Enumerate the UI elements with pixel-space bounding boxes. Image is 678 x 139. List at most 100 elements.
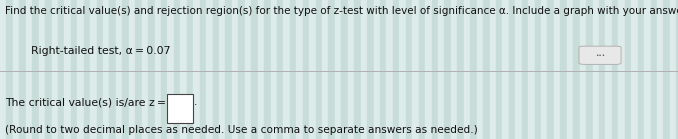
Bar bbox=[625, 0, 631, 139]
Bar bbox=[186, 0, 193, 139]
Bar bbox=[431, 0, 438, 139]
Bar bbox=[180, 0, 186, 139]
Bar bbox=[599, 0, 605, 139]
Bar bbox=[548, 0, 554, 139]
Bar bbox=[637, 0, 644, 139]
Bar bbox=[618, 0, 624, 139]
Bar bbox=[644, 0, 651, 139]
Bar bbox=[161, 0, 167, 139]
Bar bbox=[315, 0, 322, 139]
Bar bbox=[309, 0, 315, 139]
Bar bbox=[271, 0, 277, 139]
Bar bbox=[457, 0, 464, 139]
Bar bbox=[206, 0, 213, 139]
Bar bbox=[574, 0, 580, 139]
Text: (Round to two decimal places as needed. Use a comma to separate answers as neede: (Round to two decimal places as needed. … bbox=[5, 125, 478, 135]
Bar bbox=[367, 0, 374, 139]
Bar bbox=[110, 0, 116, 139]
Bar bbox=[471, 0, 477, 139]
Bar bbox=[45, 0, 52, 139]
Bar bbox=[322, 0, 329, 139]
Bar bbox=[290, 0, 296, 139]
Text: .: . bbox=[194, 97, 197, 107]
Bar bbox=[303, 0, 309, 139]
Bar bbox=[122, 0, 129, 139]
Bar bbox=[580, 0, 586, 139]
Bar bbox=[283, 0, 290, 139]
Bar bbox=[213, 0, 219, 139]
Bar bbox=[567, 0, 574, 139]
Bar bbox=[52, 0, 58, 139]
Bar bbox=[354, 0, 361, 139]
Bar bbox=[232, 0, 239, 139]
Bar bbox=[174, 0, 180, 139]
Bar bbox=[534, 0, 541, 139]
Bar bbox=[219, 0, 225, 139]
Bar bbox=[522, 0, 528, 139]
Bar bbox=[361, 0, 367, 139]
Bar bbox=[142, 0, 148, 139]
Bar bbox=[438, 0, 445, 139]
Bar bbox=[167, 0, 174, 139]
Bar bbox=[58, 0, 64, 139]
Bar bbox=[425, 0, 431, 139]
Bar bbox=[239, 0, 245, 139]
Bar bbox=[19, 0, 26, 139]
Text: •••: ••• bbox=[595, 53, 605, 58]
Bar bbox=[657, 0, 663, 139]
Bar bbox=[477, 0, 483, 139]
FancyBboxPatch shape bbox=[167, 94, 193, 123]
Bar bbox=[670, 0, 676, 139]
Bar bbox=[541, 0, 548, 139]
Bar bbox=[193, 0, 199, 139]
Bar bbox=[496, 0, 502, 139]
Bar bbox=[71, 0, 77, 139]
Bar bbox=[676, 0, 678, 139]
Bar bbox=[32, 0, 39, 139]
Bar bbox=[328, 0, 335, 139]
Bar bbox=[374, 0, 380, 139]
Bar bbox=[412, 0, 418, 139]
Bar bbox=[418, 0, 425, 139]
Bar bbox=[612, 0, 618, 139]
Bar bbox=[96, 0, 103, 139]
Bar bbox=[663, 0, 670, 139]
Bar bbox=[451, 0, 457, 139]
Bar bbox=[245, 0, 251, 139]
Bar bbox=[490, 0, 496, 139]
Bar bbox=[251, 0, 258, 139]
Bar bbox=[129, 0, 135, 139]
Bar bbox=[258, 0, 264, 139]
Bar bbox=[135, 0, 142, 139]
Bar bbox=[335, 0, 341, 139]
Bar bbox=[528, 0, 534, 139]
Bar bbox=[7, 0, 13, 139]
Bar bbox=[348, 0, 354, 139]
Bar bbox=[651, 0, 657, 139]
Bar bbox=[103, 0, 110, 139]
Bar bbox=[26, 0, 32, 139]
Text: Right-tailed test, α = 0.07: Right-tailed test, α = 0.07 bbox=[31, 46, 170, 56]
Bar bbox=[393, 0, 399, 139]
Bar bbox=[77, 0, 83, 139]
Bar bbox=[264, 0, 271, 139]
Text: Find the critical value(s) and rejection region(s) for the type of z-test with l: Find the critical value(s) and rejection… bbox=[5, 6, 678, 16]
Bar bbox=[380, 0, 386, 139]
Bar bbox=[445, 0, 451, 139]
Bar bbox=[631, 0, 637, 139]
Bar bbox=[483, 0, 490, 139]
Bar bbox=[464, 0, 471, 139]
Bar bbox=[148, 0, 155, 139]
Bar bbox=[586, 0, 593, 139]
Bar bbox=[155, 0, 161, 139]
Bar bbox=[405, 0, 412, 139]
Bar bbox=[593, 0, 599, 139]
Bar bbox=[116, 0, 122, 139]
Bar bbox=[90, 0, 96, 139]
Bar bbox=[39, 0, 45, 139]
Bar bbox=[296, 0, 303, 139]
Bar bbox=[502, 0, 508, 139]
Bar bbox=[13, 0, 19, 139]
Bar bbox=[0, 0, 7, 139]
Bar bbox=[64, 0, 71, 139]
